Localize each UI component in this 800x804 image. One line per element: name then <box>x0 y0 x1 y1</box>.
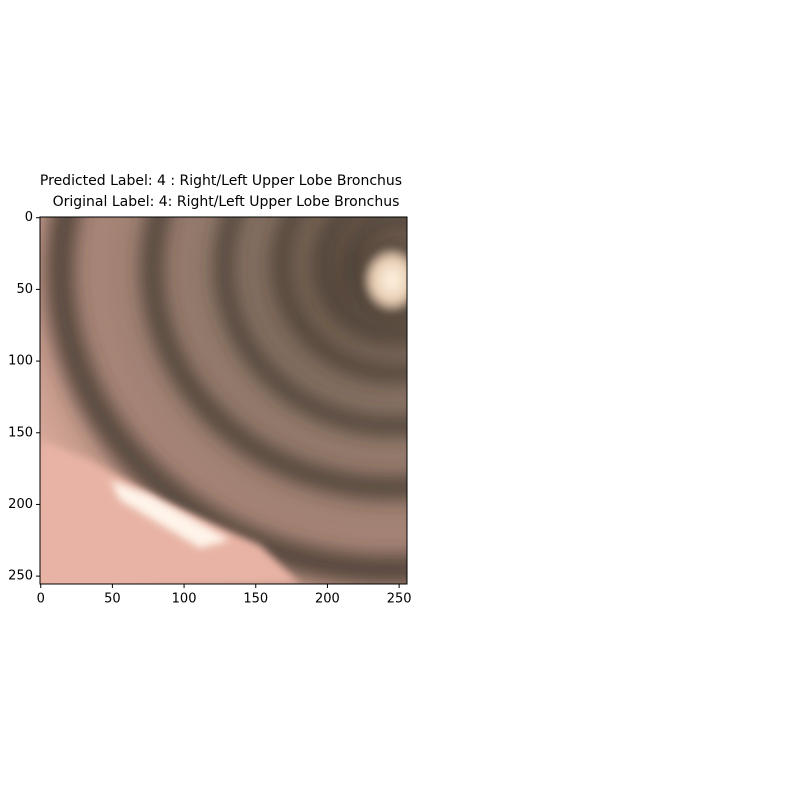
x-tick-label: 0 <box>37 592 45 607</box>
y-tick-label: 0 <box>25 210 33 225</box>
y-tick-label: 250 <box>8 569 33 584</box>
y-tick-label: 50 <box>16 282 33 297</box>
title-line: Original Label: 4: Right/Left Upper Lobe… <box>53 194 400 210</box>
x-tick-label: 100 <box>172 592 197 607</box>
x-tick-label: 200 <box>315 592 340 607</box>
image <box>40 217 407 584</box>
axes-frame <box>39 216 408 585</box>
x-tick-label: 150 <box>243 592 268 607</box>
y-tick-label: 100 <box>8 354 33 369</box>
x-tick-label: 50 <box>104 592 121 607</box>
y-tick-label: 200 <box>8 497 33 512</box>
y-tick-label: 150 <box>8 425 33 440</box>
title-line: Predicted Label: 4 : Right/Left Upper Lo… <box>40 173 402 189</box>
x-tick-label: 250 <box>387 592 412 607</box>
